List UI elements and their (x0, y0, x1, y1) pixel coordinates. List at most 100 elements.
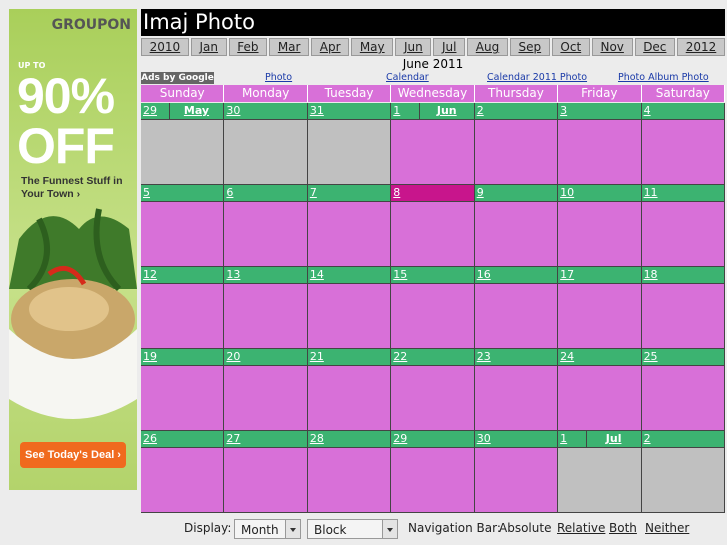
nav-item[interactable]: Mar (269, 38, 310, 56)
nav-item[interactable]: Oct (551, 38, 590, 56)
day-cell[interactable] (558, 448, 642, 513)
day-cell[interactable] (558, 202, 642, 267)
day-cell[interactable] (391, 284, 475, 349)
ad-link[interactable]: Photo (265, 72, 293, 83)
ad-link[interactable]: Calendar 2011 Photo (487, 72, 588, 83)
day-cell[interactable] (224, 120, 308, 185)
date-link[interactable]: 31 (309, 104, 324, 117)
day-cell[interactable] (141, 284, 225, 349)
day-cell[interactable] (474, 120, 559, 185)
date-link[interactable]: 6 (226, 186, 234, 199)
date-link[interactable]: 20 (226, 350, 241, 363)
nav-option[interactable]: Neither (645, 521, 690, 535)
nav-item[interactable]: Aug (467, 38, 508, 56)
date-bar: 15 (391, 267, 475, 284)
date-link[interactable]: 12 (143, 268, 157, 281)
date-link[interactable]: 22 (393, 350, 408, 363)
layout-select[interactable]: Block (307, 519, 398, 539)
day-cell[interactable] (307, 120, 392, 185)
day-cell[interactable] (224, 202, 308, 267)
day-cell[interactable] (641, 284, 725, 349)
day-cell[interactable] (558, 120, 642, 185)
ad-link[interactable]: Calendar (386, 72, 429, 83)
nav-item[interactable]: Jul (433, 38, 466, 56)
nav-option[interactable]: Both (609, 521, 637, 535)
date-link[interactable]: 27 (226, 432, 241, 445)
date-link[interactable]: 17 (560, 268, 575, 281)
date-link[interactable]: 25 (643, 350, 658, 363)
month-link[interactable]: Jul (585, 431, 641, 447)
date-link[interactable]: 2 (643, 432, 651, 445)
nav-item[interactable]: Feb (228, 38, 268, 56)
day-cell[interactable] (391, 448, 475, 513)
day-cell[interactable] (641, 366, 725, 431)
day-cell[interactable] (391, 120, 475, 185)
date-link[interactable]: 8 (393, 186, 401, 199)
date-link[interactable]: 4 (643, 104, 651, 117)
day-cell[interactable] (307, 202, 392, 267)
day-cell[interactable] (641, 448, 725, 513)
advertisement[interactable]: GROUPON UP TO 90% OFF The Funnest Stuff … (9, 9, 137, 490)
day-cell[interactable] (558, 366, 642, 431)
day-cell[interactable] (141, 448, 225, 513)
nav-item[interactable]: Apr (311, 38, 350, 56)
date-link[interactable]: 1 (393, 104, 401, 117)
date-link[interactable]: 7 (309, 186, 317, 199)
date-link[interactable]: 21 (309, 350, 324, 363)
day-cell[interactable] (141, 366, 225, 431)
date-link[interactable]: 1 (560, 432, 568, 445)
nav-item[interactable]: 2010 (141, 38, 189, 56)
day-cell[interactable] (391, 202, 475, 267)
nav-item[interactable]: 2012 (677, 38, 725, 56)
day-cell[interactable] (474, 448, 559, 513)
nav-item[interactable]: Dec (634, 38, 676, 56)
date-link[interactable]: 18 (643, 268, 658, 281)
month-link[interactable]: May (168, 103, 224, 119)
date-link[interactable]: 14 (309, 268, 324, 281)
date-link[interactable]: 13 (226, 268, 241, 281)
day-cell[interactable] (391, 366, 475, 431)
date-link[interactable]: 24 (560, 350, 575, 363)
date-link[interactable]: 9 (476, 186, 484, 199)
day-cell[interactable] (641, 202, 725, 267)
date-link[interactable]: 23 (476, 350, 491, 363)
day-cell[interactable] (307, 448, 392, 513)
day-cell[interactable] (141, 120, 225, 185)
day-cell[interactable] (641, 120, 725, 185)
day-cell[interactable] (307, 366, 392, 431)
day-cell[interactable] (141, 202, 225, 267)
date-link[interactable]: 28 (309, 432, 324, 445)
nav-option[interactable]: Absolute (499, 521, 552, 535)
date-link[interactable]: 15 (393, 268, 408, 281)
day-cell[interactable] (307, 284, 392, 349)
date-link[interactable]: 19 (143, 350, 157, 363)
date-link[interactable]: 29 (393, 432, 408, 445)
day-cell[interactable] (224, 448, 308, 513)
date-link[interactable]: 11 (643, 186, 658, 199)
ad-link[interactable]: Photo Album Photo (618, 72, 709, 83)
date-link[interactable]: 29 (143, 104, 157, 117)
day-cell[interactable] (474, 284, 559, 349)
month-link[interactable]: Jun (418, 103, 474, 119)
ad-button[interactable]: See Today's Deal › (20, 442, 126, 468)
date-link[interactable]: 2 (476, 104, 484, 117)
date-link[interactable]: 10 (560, 186, 575, 199)
date-link[interactable]: 5 (143, 186, 150, 199)
date-link[interactable]: 3 (560, 104, 568, 117)
nav-item[interactable]: May (351, 38, 394, 56)
nav-option[interactable]: Relative (557, 521, 606, 535)
date-link[interactable]: 30 (226, 104, 241, 117)
nav-item[interactable]: Jan (190, 38, 227, 56)
date-link[interactable]: 26 (143, 432, 157, 445)
nav-item[interactable]: Sep (509, 38, 550, 56)
nav-item[interactable]: Jun (395, 38, 432, 56)
day-cell[interactable] (224, 284, 308, 349)
day-cell[interactable] (224, 366, 308, 431)
day-cell[interactable] (474, 366, 559, 431)
date-link[interactable]: 30 (476, 432, 491, 445)
nav-item[interactable]: Nov (591, 38, 633, 56)
day-cell[interactable] (474, 202, 559, 267)
day-cell[interactable] (558, 284, 642, 349)
date-link[interactable]: 16 (476, 268, 491, 281)
view-select[interactable]: Month (234, 519, 301, 539)
